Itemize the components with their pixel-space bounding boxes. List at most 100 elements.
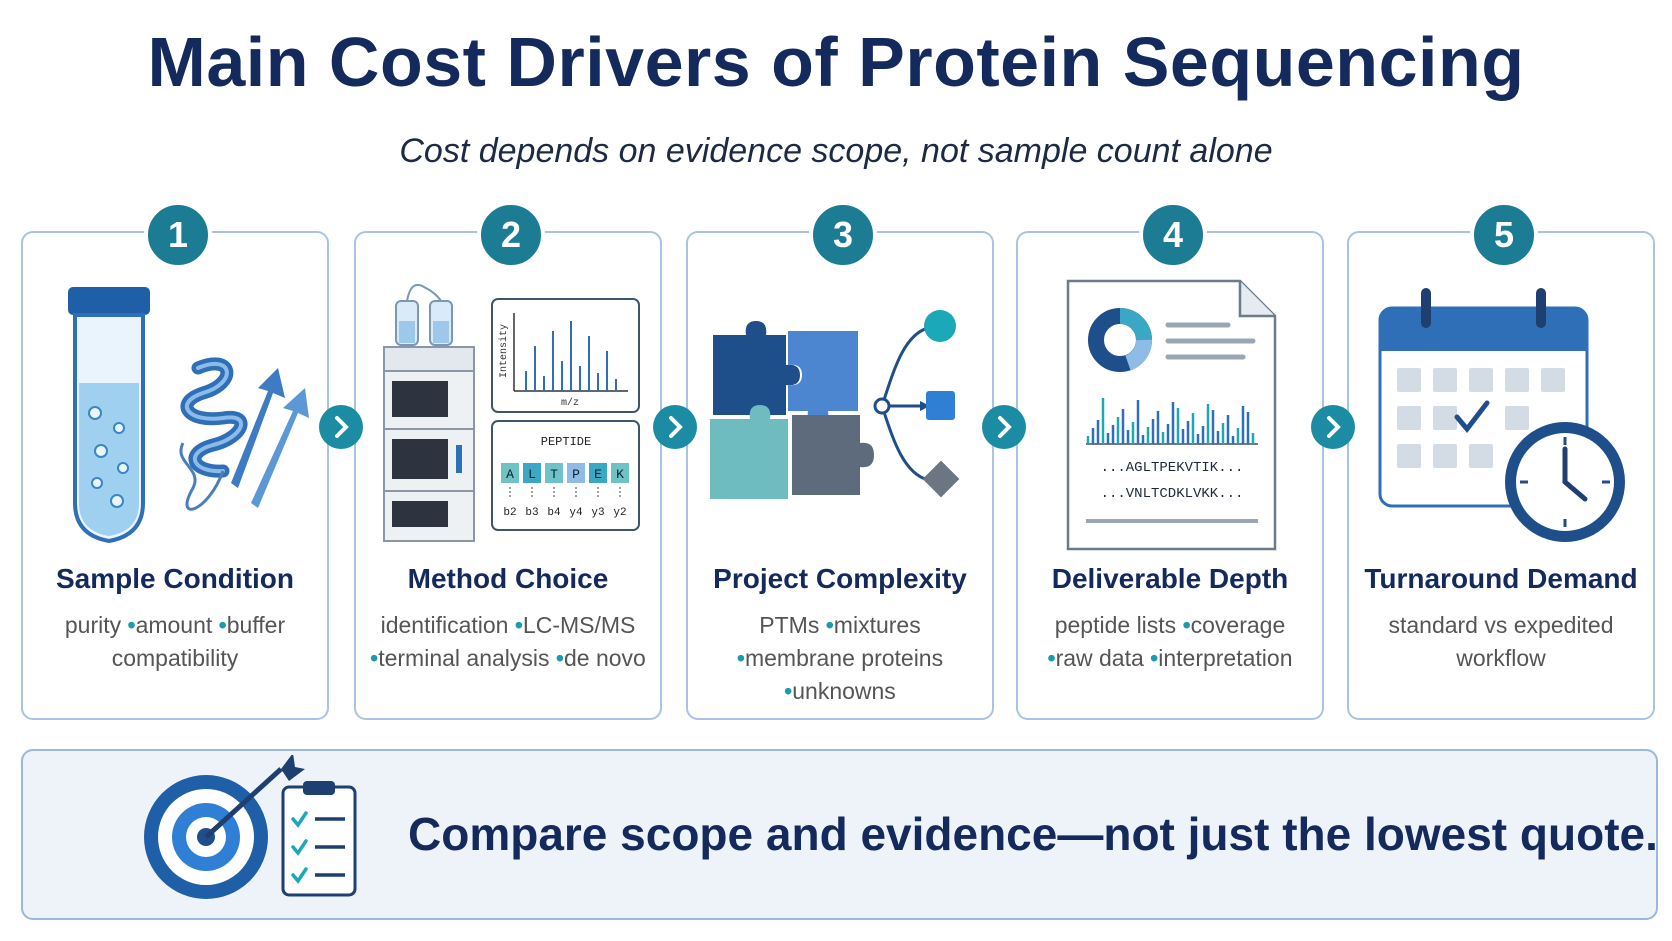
icon-part — [1536, 288, 1546, 328]
icon-part — [383, 346, 475, 372]
footer-text: Compare scope and evidence—not just the … — [408, 808, 1658, 860]
axis-label: Intensity — [498, 324, 510, 378]
icon-part — [1454, 400, 1490, 433]
icon-part — [291, 811, 308, 828]
icon-part — [792, 415, 874, 495]
calendar-day — [1469, 444, 1493, 468]
icon-part — [873, 397, 891, 415]
deliverable-icon: ...AGLTPEKVTIK... ...VNLTCDKLVKK... — [1066, 279, 1277, 551]
icon-part — [1562, 446, 1588, 502]
card-title: Deliverable Depth — [1051, 563, 1289, 594]
icon-part — [456, 445, 462, 473]
calendar-day — [1433, 406, 1457, 430]
detail-item: purity — [65, 612, 136, 638]
calendar-day — [1397, 368, 1421, 392]
icon-part — [88, 406, 129, 508]
step-number: 3 — [809, 201, 877, 269]
icon-part — [710, 405, 788, 499]
card-title: Turnaround Demand — [1364, 563, 1638, 594]
residue-box — [501, 463, 519, 483]
icon-part — [922, 460, 960, 498]
card-title: Sample Condition — [56, 563, 294, 594]
icon-part — [926, 391, 955, 420]
card-details: standard vs expedited workflow — [1363, 609, 1639, 675]
icon-part — [281, 785, 357, 897]
icon-part — [1520, 437, 1610, 527]
step-arrow — [653, 405, 697, 449]
ion-label: b3 — [525, 507, 538, 519]
icon-part — [1165, 322, 1256, 360]
icon-part — [319, 405, 363, 449]
residue: P — [572, 467, 580, 482]
ion-label: y4 — [569, 507, 583, 519]
icon-part — [303, 781, 335, 795]
icon-part — [392, 501, 448, 527]
step-number: 5 — [1470, 201, 1538, 269]
calendar-day — [1505, 368, 1529, 392]
step-number: 1 — [144, 201, 212, 269]
detail-item: de novo — [563, 645, 646, 671]
icon-part — [1421, 288, 1431, 328]
icon-part — [998, 416, 1012, 438]
footer-box: Compare scope and evidence—not just the … — [21, 749, 1658, 920]
icon-part — [1311, 405, 1355, 449]
residue-box — [611, 463, 629, 483]
turnaround-icon — [1378, 288, 1625, 542]
calendar-day — [1469, 368, 1493, 392]
icon-part — [406, 283, 442, 302]
detail-item: unknowns — [792, 678, 896, 704]
complexity-icon — [710, 310, 960, 499]
icon-part — [88, 406, 102, 420]
icon-part — [491, 420, 640, 531]
sequence-text: ...VNLTCDKLVKK... — [1101, 486, 1244, 502]
icon-part — [94, 444, 108, 458]
card-details: identificationLC-MS/MSterminal analysisd… — [370, 609, 646, 675]
method-icon: Intensity m/z PEPTIDE A L T P E Kb2 b3 b4 y4 y3 y2 — [383, 283, 640, 542]
icon-part — [982, 405, 1026, 449]
detail-item: amount — [136, 612, 227, 638]
icon-part — [669, 416, 683, 438]
residue-box — [523, 463, 541, 483]
icon-part — [335, 416, 349, 438]
residue: E — [594, 467, 602, 482]
icon-part — [315, 817, 345, 877]
icon-part — [1086, 398, 1255, 444]
residue: T — [550, 467, 558, 482]
residue: A — [506, 467, 514, 482]
card-details: PTMsmixturesmembrane proteinsunknowns — [702, 609, 978, 708]
calendar-day — [1433, 368, 1457, 392]
detail-item: peptide lists — [1055, 612, 1191, 638]
icon-part — [525, 321, 617, 391]
residue-box — [567, 463, 585, 483]
detail-item: interpretation — [1158, 645, 1293, 671]
icon-part — [113, 422, 125, 434]
residue: L — [528, 467, 536, 482]
icon-part — [392, 439, 448, 479]
icon-part — [1327, 416, 1341, 438]
icon-part: A L T P E Kb2 b3 b4 y4 y3 y2 — [501, 463, 629, 519]
icon-part — [1066, 279, 1277, 551]
ion-label: b2 — [503, 507, 516, 519]
icon-part — [179, 442, 225, 511]
icon-part — [788, 331, 858, 425]
step-arrow — [319, 405, 363, 449]
icon-part — [291, 839, 308, 856]
icon-part — [924, 310, 956, 342]
icon-part — [281, 755, 305, 781]
icon-part — [117, 462, 129, 474]
icon-part — [251, 388, 309, 508]
residue: K — [616, 467, 624, 482]
card: 3 Project Complexity PTMsmixturesmembran… — [686, 201, 994, 720]
detail-item: terminal analysis — [378, 645, 564, 671]
icon-part — [491, 298, 640, 413]
calendar-day — [1541, 368, 1565, 392]
icon-part — [392, 381, 448, 417]
detail-item: PTMs — [759, 612, 834, 638]
ion-label: b4 — [547, 507, 561, 519]
ion-label: y2 — [613, 507, 626, 519]
card: 1 Sample Condition purityamountbuffer co… — [21, 201, 329, 720]
icon-part — [1124, 339, 1152, 371]
icon-part — [653, 405, 697, 449]
